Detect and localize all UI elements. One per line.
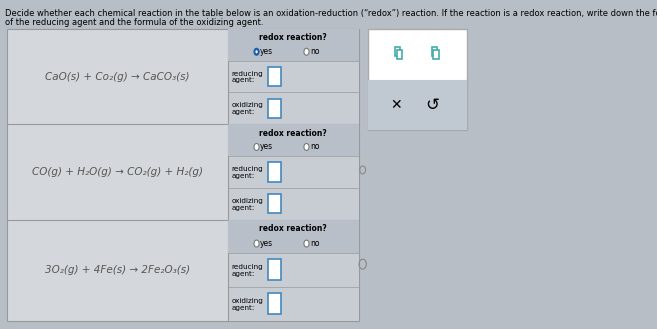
Text: agent:: agent: [231, 205, 255, 211]
Bar [397, 50, 402, 59]
Bar [227, 219, 359, 253]
Text: reducing: reducing [231, 166, 263, 172]
Circle shape [304, 48, 309, 55]
Bar [268, 293, 281, 314]
Circle shape [304, 240, 309, 247]
Text: Decide whether each chemical reaction in the table below is an oxidation-reducti: Decide whether each chemical reaction in… [5, 9, 657, 18]
Bar [268, 98, 281, 118]
Circle shape [256, 50, 258, 53]
Bar [368, 80, 467, 130]
Text: no: no [310, 47, 319, 56]
Bar [227, 124, 359, 156]
Text: ↺: ↺ [425, 96, 440, 114]
Circle shape [254, 240, 259, 247]
Text: oxidizing: oxidizing [231, 198, 263, 204]
Bar [432, 47, 437, 56]
Text: redox reaction?: redox reaction? [260, 34, 327, 42]
Text: redox reaction?: redox reaction? [260, 224, 327, 233]
Bar [434, 50, 439, 59]
Text: yes: yes [260, 239, 273, 248]
Text: no: no [310, 239, 319, 248]
Circle shape [254, 48, 259, 55]
Bar [7, 29, 359, 321]
Bar [227, 29, 359, 61]
Text: oxidizing: oxidizing [231, 298, 263, 304]
Text: agent:: agent: [231, 271, 255, 277]
Text: of the reducing agent and the formula of the oxidizing agent.: of the reducing agent and the formula of… [5, 18, 263, 27]
Bar [368, 29, 467, 130]
Bar [268, 194, 281, 214]
Text: no: no [310, 142, 319, 151]
Bar [268, 162, 281, 182]
Text: CaO(s) + Co₂(g) → CaCO₃(s): CaO(s) + Co₂(g) → CaCO₃(s) [45, 72, 190, 82]
Bar [268, 259, 281, 280]
Text: reducing: reducing [231, 264, 263, 270]
Text: reducing: reducing [231, 70, 263, 77]
Text: agent:: agent: [231, 173, 255, 179]
Text: 3O₂(g) + 4Fe(s) → 2Fe₂O₃(s): 3O₂(g) + 4Fe(s) → 2Fe₂O₃(s) [45, 265, 190, 275]
Text: CO(g) + H₂O(g) → CO₂(g) + H₂(g): CO(g) + H₂O(g) → CO₂(g) + H₂(g) [32, 167, 203, 177]
Bar [227, 29, 359, 321]
Text: agent:: agent: [231, 77, 255, 84]
Circle shape [304, 143, 309, 150]
Bar [268, 67, 281, 87]
Text: yes: yes [260, 142, 273, 151]
Text: yes: yes [260, 47, 273, 56]
Text: ✕: ✕ [390, 98, 401, 112]
Bar [395, 47, 400, 56]
Text: agent:: agent: [231, 109, 255, 115]
Circle shape [254, 143, 259, 150]
Text: agent:: agent: [231, 305, 255, 311]
Text: redox reaction?: redox reaction? [260, 129, 327, 138]
Text: oxidizing: oxidizing [231, 102, 263, 109]
